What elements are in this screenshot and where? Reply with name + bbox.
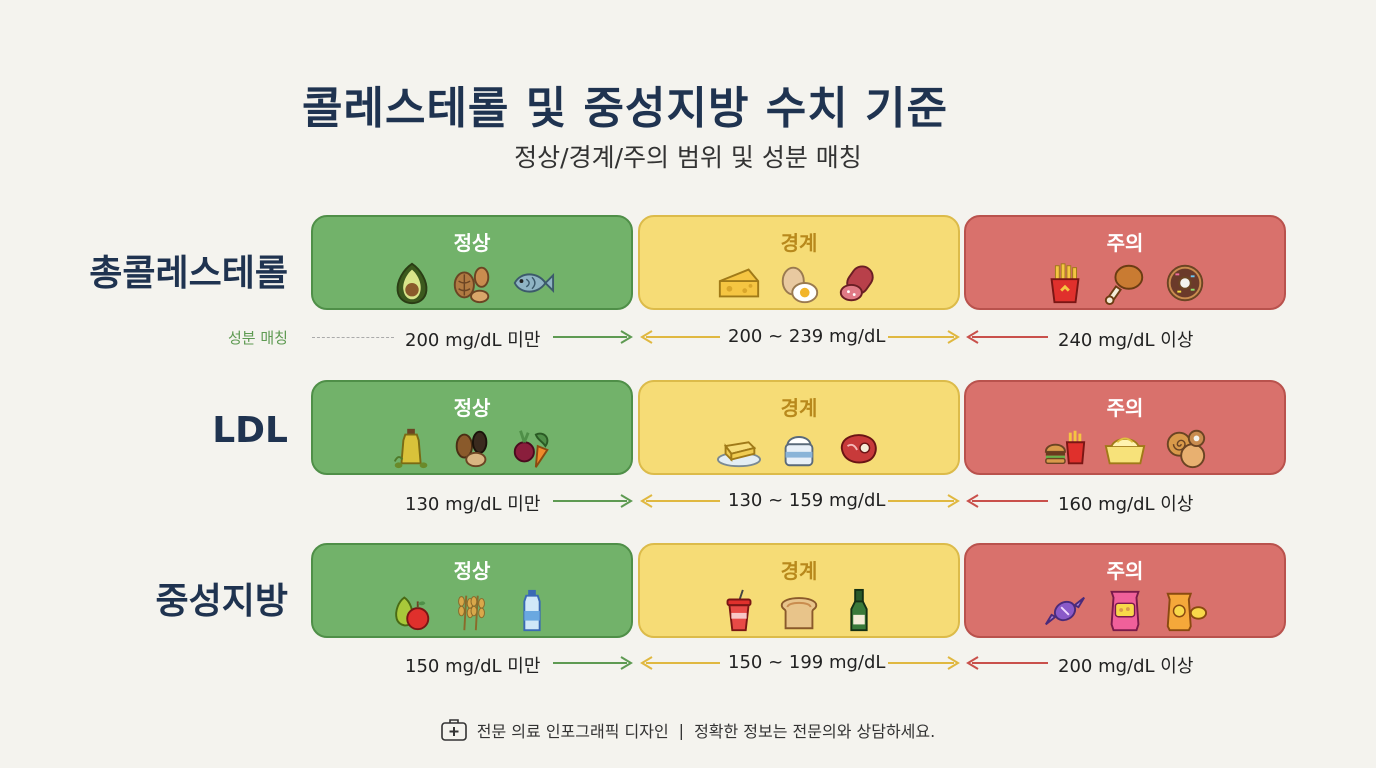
triglycerides-normal-range: 150 mg/dL 미만	[405, 656, 541, 677]
medical-kit-icon	[440, 719, 467, 741]
category-label: 주의	[1106, 231, 1144, 255]
grain-icon	[458, 595, 485, 631]
category-label: 정상	[453, 231, 491, 255]
arrow-left-icon	[640, 656, 720, 670]
donut-icon	[1166, 264, 1204, 302]
footer-text-left: 전문 의료 인포그래픽 디자인	[476, 722, 669, 741]
page-title: 콜레스테롤 및 중성지방 수치 기준	[302, 83, 948, 134]
arrow-right-icon	[888, 330, 960, 344]
total-cholesterol-caution-range: 240 mg/dL 이상	[1058, 330, 1194, 351]
fried-chicken-icon	[1104, 264, 1144, 306]
nuts-icon	[453, 266, 490, 304]
arrow-left-icon	[640, 494, 720, 508]
footer: 전문 의료 인포그래픽 디자인 | 정확한 정보는 전문의와 상담하세요.	[0, 718, 1376, 742]
arrow-left-icon	[966, 330, 1048, 344]
arrow-right-icon	[888, 656, 960, 670]
row-label-ldl: LDL	[212, 410, 288, 451]
cheese-icon	[718, 268, 760, 298]
category-label: 경계	[780, 231, 818, 255]
seeds-icon	[455, 430, 488, 468]
row-label-total-cholesterol: 총콜레스테롤	[89, 253, 288, 294]
fast-food-icon	[1044, 430, 1086, 465]
total-cholesterol-caution-box: 주의	[964, 215, 1286, 310]
fries-icon	[1050, 263, 1080, 304]
ldl-border-box: 경계	[638, 380, 960, 475]
candy-icon	[1045, 596, 1085, 626]
triglycerides-normal-box: 정상	[311, 543, 633, 638]
vegetables-icon	[513, 430, 549, 468]
triglycerides-border-range: 150 ~ 199 mg/dL	[728, 652, 886, 673]
snack-bag-icon	[1110, 590, 1140, 632]
ingredient-match-label: 성분 매칭	[228, 329, 288, 347]
category-label: 정상	[453, 396, 491, 420]
total-cholesterol-normal-range: 200 mg/dL 미만	[405, 330, 541, 351]
olive-oil-icon	[393, 428, 428, 469]
arrow-left-icon	[640, 330, 720, 344]
water-bottle-icon	[523, 589, 541, 632]
category-label: 경계	[780, 396, 818, 420]
sausage-icon	[839, 265, 874, 302]
arrow-right-icon	[553, 656, 633, 670]
category-label: 주의	[1106, 559, 1144, 583]
triglycerides-caution-range: 200 mg/dL 이상	[1058, 656, 1194, 677]
soda-icon	[726, 589, 752, 632]
avocado-icon	[396, 262, 428, 305]
footer-separator: |	[678, 720, 685, 740]
bread-icon	[780, 597, 818, 630]
chips-icon	[1166, 592, 1208, 632]
category-label: 정상	[453, 559, 491, 583]
match-dotted-line	[312, 337, 394, 338]
egg-icon	[781, 266, 819, 304]
row-label-triglycerides: 중성지방	[155, 581, 288, 622]
total-cholesterol-normal-box: 정상	[311, 215, 633, 310]
fruit-icon	[395, 596, 430, 631]
arrow-right-icon	[553, 330, 633, 344]
page-subtitle: 정상/경계/주의 범위 및 성분 매칭	[514, 143, 862, 172]
triglycerides-border-box: 경계	[638, 543, 960, 638]
total-cholesterol-border-box: 경계	[638, 215, 960, 310]
cream-icon	[784, 436, 814, 467]
arrow-right-icon	[553, 494, 633, 508]
ldl-normal-range: 130 mg/dL 미만	[405, 494, 541, 515]
ldl-normal-box: 정상	[311, 380, 633, 475]
arrow-left-icon	[966, 494, 1048, 508]
triglycerides-caution-box: 주의	[964, 543, 1286, 638]
butter-icon	[716, 441, 762, 468]
margarine-icon	[1104, 437, 1146, 465]
total-cholesterol-border-range: 200 ~ 239 mg/dL	[728, 326, 886, 347]
red-meat-icon	[840, 434, 877, 464]
category-label: 경계	[780, 559, 818, 583]
ldl-caution-range: 160 mg/dL 이상	[1058, 494, 1194, 515]
ldl-border-range: 130 ~ 159 mg/dL	[728, 490, 886, 511]
footer-text-right: 정확한 정보는 전문의와 상담하세요.	[694, 722, 936, 741]
alcohol-icon	[850, 588, 868, 632]
category-label: 주의	[1106, 396, 1144, 420]
arrow-left-icon	[966, 656, 1048, 670]
ldl-caution-box: 주의	[964, 380, 1286, 475]
pastry-icon	[1166, 429, 1206, 469]
arrow-right-icon	[888, 494, 960, 508]
fish-icon	[513, 273, 555, 293]
